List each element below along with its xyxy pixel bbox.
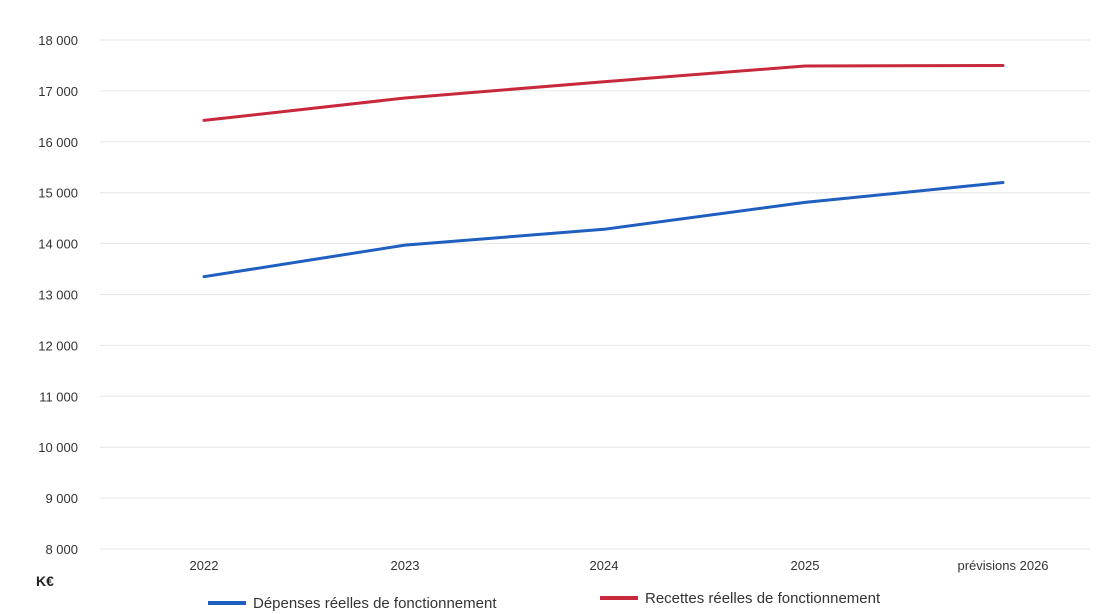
y-tick-label: 12 000 — [38, 338, 78, 353]
y-tick-label: 15 000 — [38, 186, 78, 201]
gridlines — [100, 39, 1090, 550]
y-tick-label: 17 000 — [38, 84, 78, 99]
series-line-1 — [202, 64, 1005, 122]
x-tick-label: 2024 — [590, 558, 619, 573]
y-tick-label: 16 000 — [38, 135, 78, 150]
x-tick-label: prévisions 2026 — [957, 558, 1048, 573]
x-tick-label: 2023 — [391, 558, 420, 573]
x-tick-label: 2025 — [791, 558, 820, 573]
y-tick-label: 11 000 — [39, 389, 78, 404]
y-tick-label: 14 000 — [38, 237, 78, 252]
series-line-0 — [202, 181, 1005, 279]
y-tick-label: 8 000 — [45, 542, 78, 557]
x-tick-label: 2022 — [190, 558, 219, 573]
unit-label: K€ — [36, 573, 54, 589]
legend: Dépenses réelles de fonctionnement Recet… — [208, 590, 881, 612]
series-lines — [202, 64, 1005, 279]
legend-label-depenses: Dépenses réelles de fonctionnement — [253, 595, 497, 612]
y-tick-label: 13 000 — [38, 288, 78, 303]
y-tick-label: 18 000 — [38, 33, 78, 48]
legend-label-recettes: Recettes réelles de fonctionnement — [645, 590, 881, 607]
y-tick-label: 10 000 — [38, 440, 78, 455]
y-axis-ticks: 18 000 17 000 16 000 15 000 14 000 13 000 12 0… — [38, 33, 78, 557]
x-axis-ticks: 2022 2023 2024 2025 prévisions 2026 — [190, 558, 1049, 573]
y-tick-label: 9 000 — [45, 491, 78, 506]
